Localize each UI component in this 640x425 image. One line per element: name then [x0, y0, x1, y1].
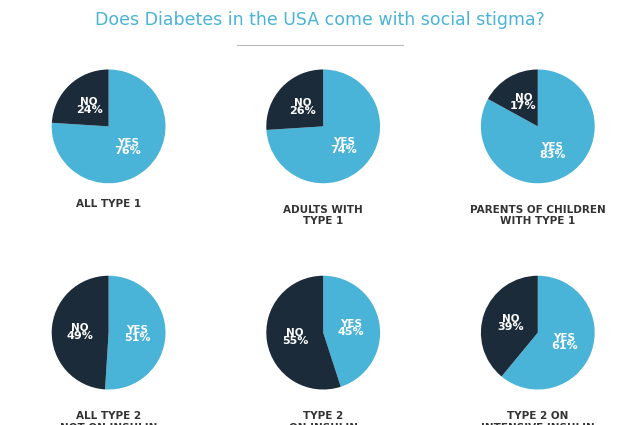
Text: NO: NO [294, 98, 311, 108]
Text: ALL TYPE 2
NOT ON INSULIN: ALL TYPE 2 NOT ON INSULIN [60, 411, 157, 425]
Text: 39%: 39% [498, 322, 524, 332]
Text: PARENTS OF CHILDREN
WITH TYPE 1: PARENTS OF CHILDREN WITH TYPE 1 [470, 205, 605, 227]
Text: YES: YES [126, 325, 148, 334]
Text: 49%: 49% [67, 331, 93, 341]
Text: NO: NO [81, 96, 98, 107]
Text: 76%: 76% [115, 146, 141, 156]
Text: NO: NO [72, 323, 89, 333]
Wedge shape [52, 69, 109, 126]
Text: ALL TYPE 1: ALL TYPE 1 [76, 199, 141, 209]
Text: YES: YES [554, 333, 575, 343]
Wedge shape [266, 69, 380, 183]
Text: 51%: 51% [124, 332, 150, 343]
Text: 83%: 83% [539, 150, 566, 160]
Wedge shape [52, 69, 166, 183]
Text: 26%: 26% [289, 106, 316, 116]
Wedge shape [52, 276, 109, 389]
Wedge shape [323, 276, 380, 387]
Text: YES: YES [333, 137, 355, 147]
Text: TYPE 2 ON
INTENSIVE INSULIN: TYPE 2 ON INTENSIVE INSULIN [481, 411, 595, 425]
Wedge shape [266, 276, 340, 390]
Wedge shape [481, 69, 595, 183]
Text: YES: YES [117, 138, 139, 148]
Text: NO: NO [502, 314, 520, 324]
Text: TYPE 2
ON INSULIN: TYPE 2 ON INSULIN [289, 411, 358, 425]
Text: NO: NO [286, 328, 304, 338]
Text: Does Diabetes in the USA come with social stigma?: Does Diabetes in the USA come with socia… [95, 11, 545, 28]
Wedge shape [481, 276, 538, 377]
Text: 74%: 74% [331, 145, 357, 155]
Wedge shape [488, 69, 538, 126]
Wedge shape [105, 276, 166, 390]
Text: 55%: 55% [282, 336, 308, 346]
Text: YES: YES [541, 142, 563, 152]
Text: YES: YES [340, 319, 362, 329]
Text: 24%: 24% [76, 105, 102, 115]
Text: 45%: 45% [338, 327, 365, 337]
Text: NO: NO [515, 93, 532, 103]
Wedge shape [502, 276, 595, 390]
Text: 17%: 17% [510, 101, 536, 111]
Wedge shape [266, 69, 323, 130]
Text: ADULTS WITH
TYPE 1: ADULTS WITH TYPE 1 [284, 205, 363, 227]
Text: 61%: 61% [551, 341, 578, 351]
